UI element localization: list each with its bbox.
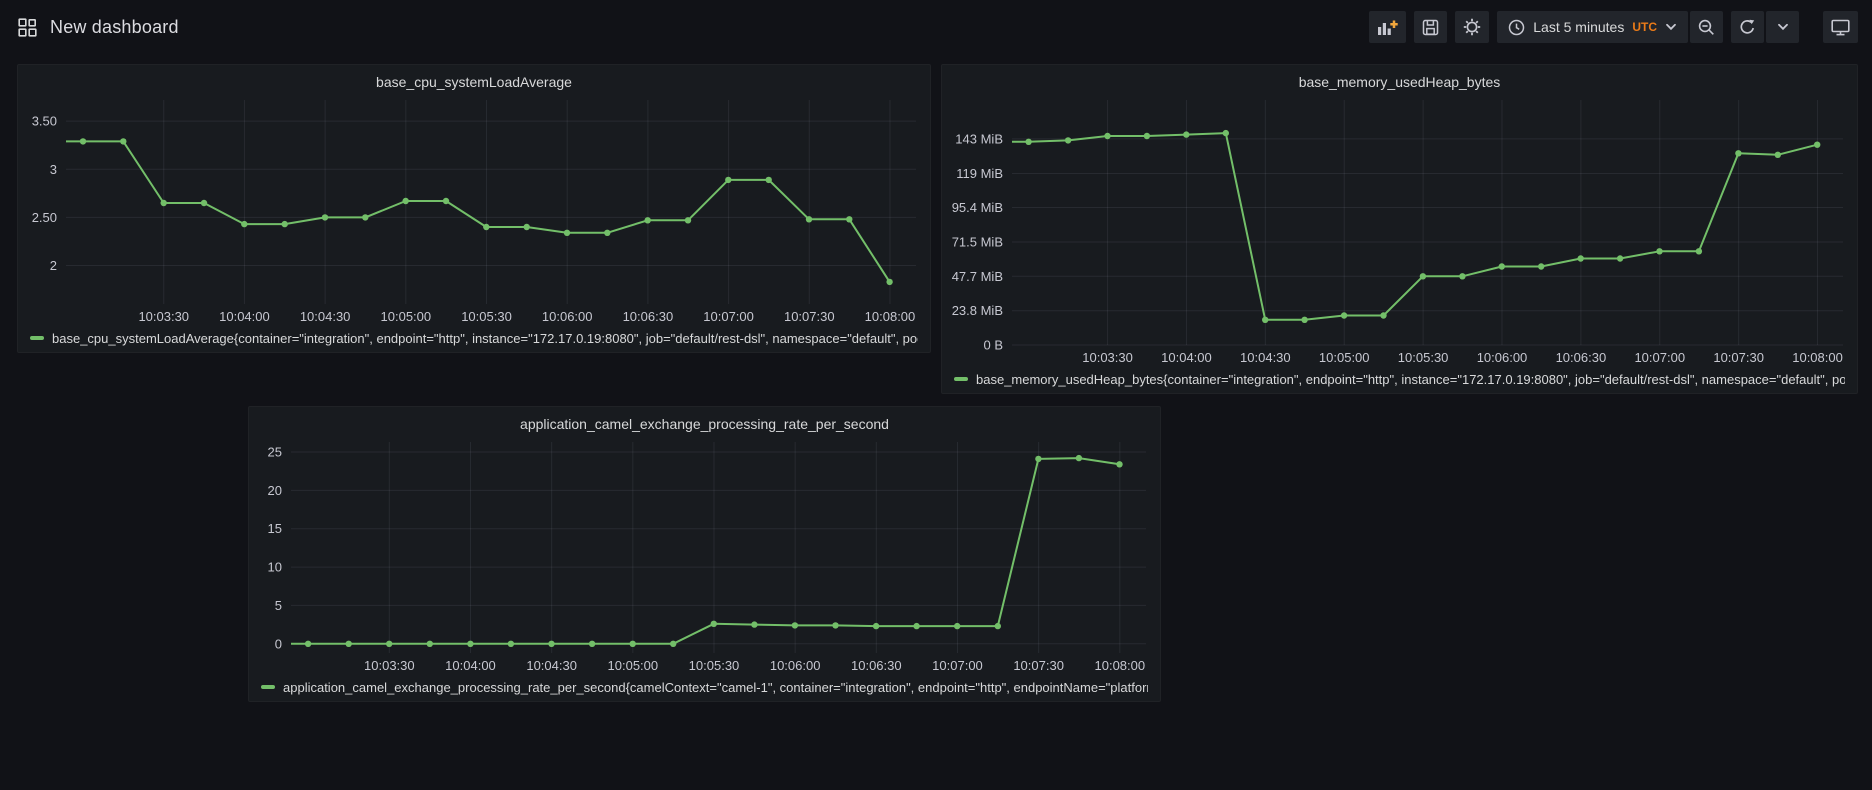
panel-camel-exchange-rate: application_camel_exchange_processing_ra… (248, 406, 1161, 702)
svg-text:143 MiB: 143 MiB (955, 131, 1003, 146)
panel-title[interactable]: application_camel_exchange_processing_ra… (520, 416, 889, 432)
time-series-plot[interactable]: 25 20 15 10 5 0 10:03:30 10:04:00 10:04:30 10:05:… (249, 438, 1160, 675)
svg-text:10:05:00: 10:05:00 (608, 658, 659, 673)
time-series-plot[interactable]: 143 MiB 119 MiB 95.4 MiB 71.5 MiB 47.7 MiB 23… (942, 96, 1857, 367)
header-left: New dashboard (18, 17, 179, 38)
svg-text:10:07:30: 10:07:30 (1013, 658, 1064, 673)
refresh-button[interactable] (1731, 11, 1764, 43)
save-icon (1422, 19, 1439, 36)
legend-color-marker (954, 377, 968, 381)
panel-title[interactable]: base_cpu_systemLoadAverage (376, 74, 572, 90)
svg-text:10:05:00: 10:05:00 (1319, 350, 1370, 365)
svg-text:2: 2 (50, 258, 57, 273)
svg-text:10:05:30: 10:05:30 (461, 309, 512, 324)
svg-text:47.7 MiB: 47.7 MiB (952, 269, 1003, 284)
svg-text:10:06:00: 10:06:00 (1477, 350, 1528, 365)
panel-cpu-system-load-average: base_cpu_systemLoadAverage 3.50 3 2.50 2 10:… (17, 64, 931, 353)
cpu-load-chart-canvas[interactable]: 3.50 3 2.50 2 10:03:30 10:04:00 10:04:30 10:05:… (18, 96, 930, 326)
monitor-icon (1831, 19, 1850, 36)
grid-layout-icon[interactable] (18, 17, 37, 37)
svg-text:25: 25 (268, 444, 282, 459)
svg-text:10:06:00: 10:06:00 (770, 658, 821, 673)
svg-text:119 MiB: 119 MiB (956, 166, 1003, 181)
svg-text:10: 10 (268, 560, 282, 575)
chart-legend[interactable]: base_memory_usedHeap_bytes{container="in… (942, 367, 1857, 391)
svg-text:2.50: 2.50 (32, 210, 57, 225)
header-toolbar: Last 5 minutes UTC (1369, 11, 1858, 43)
bar-chart-plus-icon (1377, 19, 1398, 36)
svg-text:10:04:30: 10:04:30 (526, 658, 577, 673)
gear-icon (1463, 18, 1481, 36)
svg-text:10:06:30: 10:06:30 (851, 658, 902, 673)
panel-title[interactable]: base_memory_usedHeap_bytes (1298, 74, 1501, 90)
svg-text:10:05:30: 10:05:30 (689, 658, 740, 673)
svg-text:10:05:30: 10:05:30 (1398, 350, 1449, 365)
time-range-label: Last 5 minutes (1533, 19, 1625, 35)
memory-heap-chart-canvas[interactable]: 143 MiB 119 MiB 95.4 MiB 71.5 MiB 47.7 MiB 23… (942, 96, 1857, 367)
svg-text:10:03:30: 10:03:30 (138, 309, 189, 324)
svg-text:20: 20 (268, 483, 282, 498)
svg-text:10:05:00: 10:05:00 (381, 309, 432, 324)
dashboard-settings-button[interactable] (1455, 11, 1490, 43)
svg-text:3: 3 (50, 162, 57, 177)
svg-text:10:03:30: 10:03:30 (1082, 350, 1133, 365)
svg-text:10:08:00: 10:08:00 (1095, 658, 1146, 673)
svg-text:3.50: 3.50 (32, 114, 57, 129)
svg-text:15: 15 (268, 521, 282, 536)
add-panel-button[interactable] (1369, 11, 1407, 43)
svg-text:10:06:00: 10:06:00 (542, 309, 593, 324)
timezone-label: UTC (1632, 20, 1657, 34)
dashboard-grid: base_cpu_systemLoadAverage 3.50 3 2.50 2 10:… (0, 54, 1872, 790)
svg-text:10:04:30: 10:04:30 (1240, 350, 1291, 365)
svg-text:10:07:00: 10:07:00 (703, 309, 754, 324)
legend-label: application_camel_exchange_processing_ra… (283, 679, 1148, 695)
svg-text:0: 0 (275, 636, 282, 651)
svg-text:10:07:00: 10:07:00 (932, 658, 983, 673)
svg-text:10:04:30: 10:04:30 (300, 309, 351, 324)
legend-color-marker (30, 336, 44, 340)
svg-text:5: 5 (275, 598, 282, 613)
dashboard-title: New dashboard (50, 16, 179, 37)
legend-label: base_memory_usedHeap_bytes{container="in… (976, 371, 1845, 387)
svg-text:23.8 MiB: 23.8 MiB (952, 303, 1003, 318)
zoom-out-icon (1698, 19, 1715, 36)
svg-text:0 B: 0 B (983, 338, 1003, 353)
save-dashboard-button[interactable] (1414, 11, 1448, 43)
svg-text:95.4 MiB: 95.4 MiB (952, 200, 1003, 215)
svg-text:10:07:30: 10:07:30 (784, 309, 835, 324)
legend-label: base_cpu_systemLoadAverage{container="in… (52, 330, 918, 346)
refresh-group (1731, 11, 1799, 43)
time-controls-group: Last 5 minutes UTC (1497, 11, 1723, 43)
svg-text:10:04:00: 10:04:00 (445, 658, 496, 673)
dashboard-header: New dashboard (0, 0, 1872, 54)
chevron-down-icon (1777, 23, 1789, 31)
svg-text:10:03:30: 10:03:30 (364, 658, 415, 673)
camel-rate-chart-canvas[interactable]: 25 20 15 10 5 0 10:03:30 10:04:00 10:04:30 10:05:… (249, 438, 1160, 675)
svg-text:10:07:00: 10:07:00 (1634, 350, 1685, 365)
time-range-picker[interactable]: Last 5 minutes UTC (1497, 11, 1688, 43)
cycle-view-mode-button[interactable] (1823, 11, 1858, 43)
svg-text:10:08:00: 10:08:00 (865, 309, 916, 324)
refresh-icon (1739, 19, 1756, 36)
svg-text:10:07:30: 10:07:30 (1713, 350, 1764, 365)
svg-text:10:08:00: 10:08:00 (1792, 350, 1843, 365)
svg-text:10:06:30: 10:06:30 (1556, 350, 1607, 365)
chevron-down-icon (1665, 23, 1677, 31)
time-series-plot[interactable]: 3.50 3 2.50 2 10:03:30 10:04:00 10:04:30 10:05:… (18, 96, 930, 326)
legend-color-marker (261, 685, 275, 689)
svg-text:10:04:00: 10:04:00 (219, 309, 270, 324)
svg-text:10:04:00: 10:04:00 (1161, 350, 1212, 365)
clock-icon (1508, 19, 1525, 36)
refresh-interval-dropdown[interactable] (1766, 11, 1799, 43)
svg-text:71.5 MiB: 71.5 MiB (952, 234, 1003, 249)
chart-legend[interactable]: application_camel_exchange_processing_ra… (249, 675, 1160, 699)
zoom-out-button[interactable] (1690, 11, 1723, 43)
panel-memory-used-heap: base_memory_usedHeap_bytes 143 MiB 119 Mi… (941, 64, 1858, 394)
chart-legend[interactable]: base_cpu_systemLoadAverage{container="in… (18, 326, 930, 350)
svg-text:10:06:30: 10:06:30 (623, 309, 674, 324)
